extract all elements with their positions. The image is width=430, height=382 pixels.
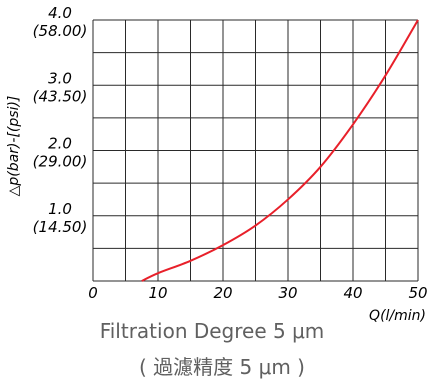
y-tick-label-psi: (14.50) bbox=[33, 218, 88, 236]
x-axis-label: Q(l/min) bbox=[369, 308, 426, 324]
y-tick-label-bar: 2.0 bbox=[48, 135, 72, 153]
series-line-0 bbox=[141, 19, 419, 282]
caption-line-2: ( 過濾精度 5 μm ) bbox=[139, 355, 305, 379]
chart-grid bbox=[92, 19, 419, 282]
x-tick-label: 50 bbox=[408, 284, 427, 302]
chart-series-group bbox=[141, 19, 419, 282]
x-tick-label: 30 bbox=[278, 284, 297, 302]
y-tick-label-bar: 4.0 bbox=[48, 4, 72, 22]
x-tick-label: 10 bbox=[148, 284, 167, 302]
y-tick-label-psi: (58.00) bbox=[33, 22, 88, 40]
y-tick-label-psi: (43.50) bbox=[33, 87, 88, 105]
x-tick-label: 40 bbox=[343, 284, 362, 302]
caption-line-1: Filtration Degree 5 μm bbox=[100, 319, 325, 343]
y-tick-label-psi: (29.00) bbox=[33, 153, 88, 171]
y-tick-label-bar: 3.0 bbox=[48, 69, 72, 87]
y-tick-label-bar: 1.0 bbox=[48, 200, 72, 218]
x-tick-labels: 0 10 20 30 40 50 bbox=[88, 284, 427, 302]
y-tick-labels: 4.0(58.00) 3.0(43.50) 2.0(29.00) 1.0(14.50) bbox=[33, 4, 88, 236]
x-tick-label: 0 bbox=[88, 284, 98, 302]
x-tick-label: 20 bbox=[213, 284, 232, 302]
y-axis-label: △p(bar)-[(psi)] bbox=[6, 96, 22, 197]
